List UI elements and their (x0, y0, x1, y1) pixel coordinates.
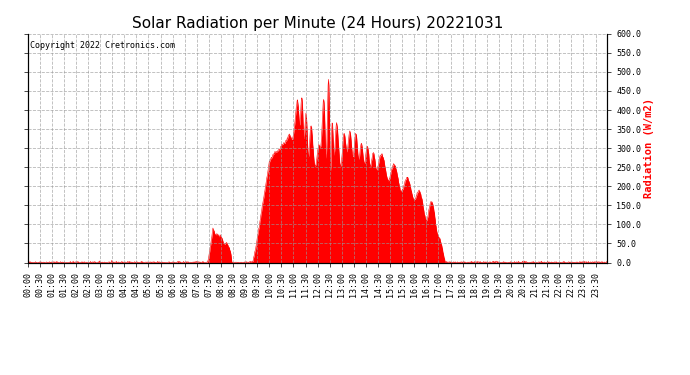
Y-axis label: Radiation (W/m2): Radiation (W/m2) (644, 98, 654, 198)
Text: Copyright 2022 Cretronics.com: Copyright 2022 Cretronics.com (30, 40, 175, 50)
Title: Solar Radiation per Minute (24 Hours) 20221031: Solar Radiation per Minute (24 Hours) 20… (132, 16, 503, 31)
